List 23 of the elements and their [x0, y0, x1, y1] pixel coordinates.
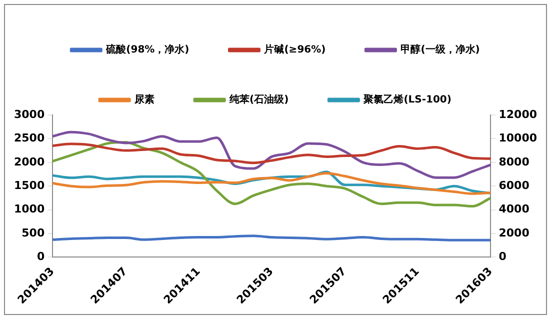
y2-tick-label: 0 [498, 250, 507, 264]
y2-tick-label: 2000 [498, 226, 530, 240]
y-tick-label: 1000 [14, 202, 45, 216]
y-tick-label: 2500 [14, 132, 45, 145]
legend-label: 聚氯乙烯(LS-100) [362, 94, 452, 106]
y2-tick-label: 4000 [498, 202, 530, 216]
line-series [51, 141, 492, 208]
legend-label: 硫酸(98%，净水) [105, 44, 190, 56]
line-series [51, 142, 492, 164]
y-tick-label: 500 [22, 226, 45, 240]
line-series [51, 130, 492, 179]
y2-tick-label: 6000 [498, 178, 530, 192]
y-tick-label: 1500 [14, 178, 45, 192]
y-tick-label: 0 [36, 250, 45, 264]
legend-label: 甲醇(一级，净水) [400, 44, 480, 56]
legend-label: 纯苯(石油级) [228, 94, 289, 106]
legend-label: 尿素 [134, 94, 155, 106]
y2-tick-label: 10000 [498, 132, 538, 145]
y-tick-label: 2000 [14, 155, 45, 168]
y2-tick-label: 8000 [498, 155, 530, 168]
y-tick-label: 3000 [14, 108, 45, 121]
y2-tick-label: 12000 [498, 108, 538, 121]
legend-label: 片碱(≥96%) [263, 44, 326, 56]
